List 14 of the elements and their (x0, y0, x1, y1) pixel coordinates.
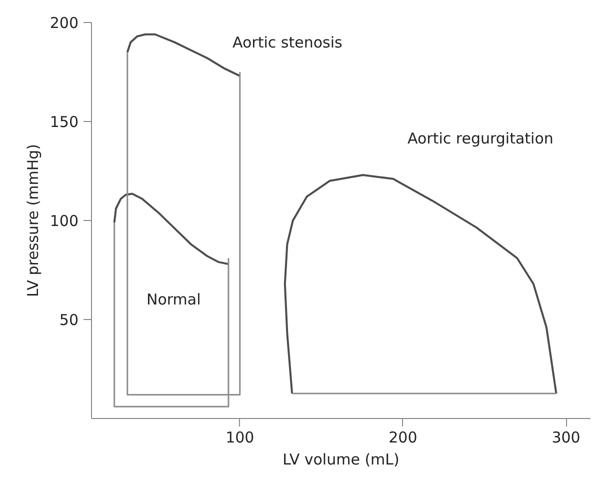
y-tick-label: 200 (50, 14, 79, 32)
line-series (113, 192, 230, 266)
annotation: Aortic stenosis (232, 34, 342, 52)
y-tick-label: 100 (50, 212, 79, 230)
x-tick-label: 300 (552, 428, 580, 446)
line-series (284, 174, 558, 395)
y-axis-title: LV pressure (mmHg) (24, 144, 42, 298)
y-tick-label: 50 (59, 311, 79, 329)
x-tick-label: 200 (388, 428, 418, 446)
x-axis-title: LV volume (mL) (282, 450, 400, 468)
x-tick-label: 100 (226, 428, 254, 446)
annotation: Aortic regurgitation (408, 130, 554, 148)
y-tick-label: 150 (50, 113, 79, 131)
annotation: Normal (146, 290, 201, 308)
